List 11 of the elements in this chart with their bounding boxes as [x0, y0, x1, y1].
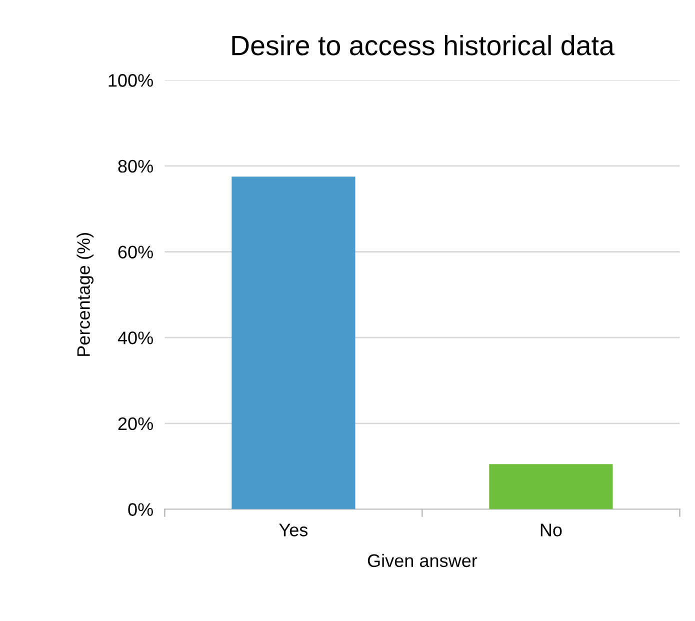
y-tick-label: 0%	[128, 503, 153, 516]
y-tick-label: 40%	[118, 332, 153, 344]
x-tick-label: Yes	[279, 524, 308, 536]
y-tick-label: 20%	[118, 417, 153, 430]
y-axis-title: Percentage (%)	[76, 233, 94, 356]
x-axis-title: Given answer	[368, 554, 478, 568]
chart-title: Desire to access historical data	[232, 34, 614, 56]
y-tick-label: 100%	[108, 74, 153, 87]
y-tick-label: 60%	[118, 246, 153, 258]
x-tick-label: No	[540, 524, 562, 536]
y-tick-label: 80%	[118, 160, 153, 173]
